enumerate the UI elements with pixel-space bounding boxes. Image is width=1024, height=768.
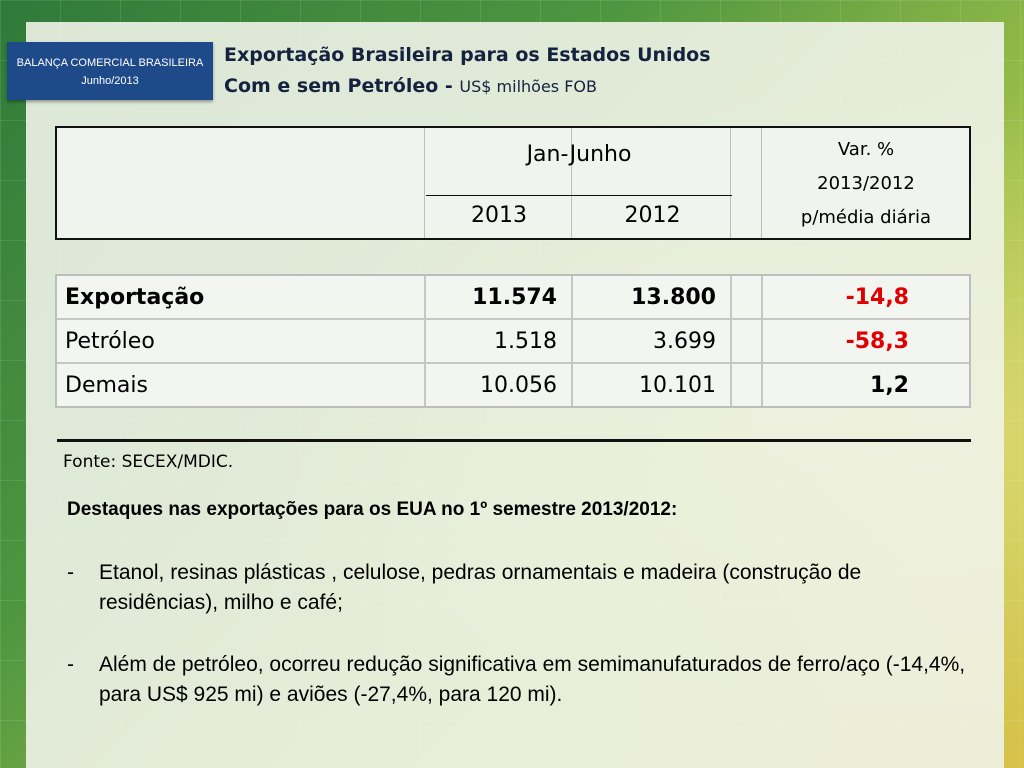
value-2013: 11.574	[472, 285, 557, 310]
header-divider	[424, 128, 425, 238]
header-divider	[730, 128, 731, 238]
brand-date: Junho/2013	[81, 75, 139, 87]
row-label: Petróleo	[65, 329, 155, 354]
value-variation: -58,3	[845, 329, 909, 354]
data-table: Exportação 11.574 13.800 -14,8 Petróleo …	[55, 274, 971, 408]
slide-title: Exportação Brasileira para os Estados Un…	[224, 40, 784, 102]
header-divider	[571, 128, 572, 238]
header-divider	[761, 128, 762, 238]
highlight-text: Além de petróleo, ocorreu redução signif…	[99, 653, 966, 706]
row-divider	[57, 362, 969, 364]
title-line-2-main: Com e sem Petróleo -	[224, 75, 460, 97]
table-row-exportacao: Exportação 11.574 13.800 -14,8	[57, 276, 969, 320]
highlights-title: Destaques nas exportações para os EUA no…	[67, 499, 678, 520]
value-variation: -14,8	[845, 285, 909, 310]
value-variation: 1,2	[870, 373, 909, 398]
value-2012: 13.800	[631, 285, 716, 310]
header-period: Jan-Junho	[526, 142, 632, 167]
table-header: Jan-Junho 2013 2012 Var. % 2013/2012 p/m…	[55, 126, 971, 240]
highlight-item: - Além de petróleo, ocorreu redução sign…	[67, 650, 967, 710]
column-divider	[571, 276, 573, 406]
header-variation-line-3: p/média diária	[800, 207, 932, 228]
brand-box: BALANÇA COMERCIAL BRASILEIRA Junho/2013	[7, 42, 213, 100]
highlight-item: - Etanol, resinas plásticas , celulose, …	[67, 558, 967, 618]
row-label: Exportação	[65, 285, 205, 310]
row-divider	[57, 318, 969, 320]
title-unit: US$ milhões FOB	[459, 77, 597, 96]
header-variation-line-1: Var. %	[837, 139, 895, 160]
value-2012: 3.699	[653, 329, 716, 354]
value-2013: 10.056	[480, 373, 557, 398]
title-line-2: Com e sem Petróleo - US$ milhões FOB	[224, 71, 784, 102]
column-divider	[424, 276, 426, 406]
table-row-demais: Demais 10.056 10.101 1,2	[57, 364, 969, 408]
bullet-dash: -	[67, 653, 74, 676]
section-divider	[57, 439, 971, 442]
column-divider	[761, 276, 763, 406]
title-line-1: Exportação Brasileira para os Estados Un…	[224, 44, 711, 66]
column-divider	[730, 276, 732, 406]
source-note: Fonte: SECEX/MDIC.	[63, 452, 234, 472]
header-variation-line-2: 2013/2012	[817, 173, 915, 194]
header-variation: Var. % 2013/2012 p/média diária	[763, 133, 969, 235]
bullet-dash: -	[67, 561, 74, 584]
header-period-underline	[426, 195, 732, 196]
highlight-text: Etanol, resinas plásticas , celulose, pe…	[99, 561, 862, 614]
header-year-2012: 2012	[624, 203, 681, 228]
row-label: Demais	[65, 373, 148, 398]
value-2012: 10.101	[639, 373, 716, 398]
header-year-2013: 2013	[471, 203, 527, 228]
table-row-petroleo: Petróleo 1.518 3.699 -58,3	[57, 320, 969, 364]
brand-title: BALANÇA COMERCIAL BRASILEIRA	[16, 57, 204, 69]
value-2013: 1.518	[494, 329, 557, 354]
